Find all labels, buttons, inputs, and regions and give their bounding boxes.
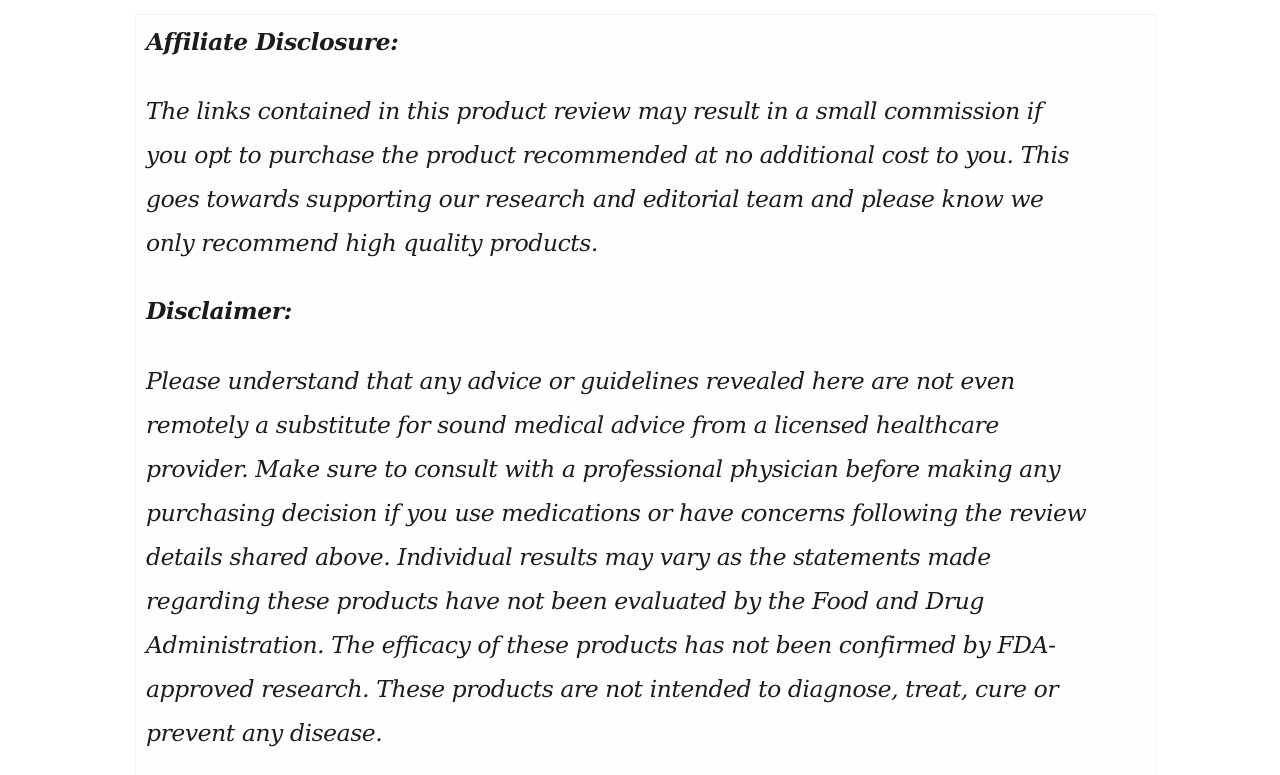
text-line: approved research. These products are no… [146, 675, 1059, 703]
text-line: remotely a substitute for sound medical … [146, 411, 999, 439]
text-line: Administration. The efficacy of these pr… [146, 631, 1056, 659]
disclosure-container [135, 14, 1157, 775]
text-line: only recommend high quality products. [146, 229, 598, 257]
affiliate-disclosure-heading: Affiliate Disclosure: [146, 28, 399, 56]
affiliate-disclosure-text: The links contained in this product revi… [146, 89, 1070, 265]
text-line: Please understand that any advice or gui… [146, 367, 1015, 395]
text-line: you opt to purchase the product recommen… [146, 141, 1070, 169]
disclaimer-text: Please understand that any advice or gui… [146, 359, 1087, 755]
text-line: The links contained in this product revi… [146, 97, 1043, 125]
text-line: details shared above. Individual results… [146, 543, 991, 571]
text-line: provider. Make sure to consult with a pr… [146, 455, 1061, 483]
disclaimer-heading: Disclaimer: [146, 297, 292, 325]
text-line: prevent any disease. [146, 719, 383, 747]
text-line: regarding these products have not been e… [146, 587, 984, 615]
text-line: purchasing decision if you use medicatio… [146, 499, 1087, 527]
text-line: goes towards supporting our research and… [146, 185, 1044, 213]
